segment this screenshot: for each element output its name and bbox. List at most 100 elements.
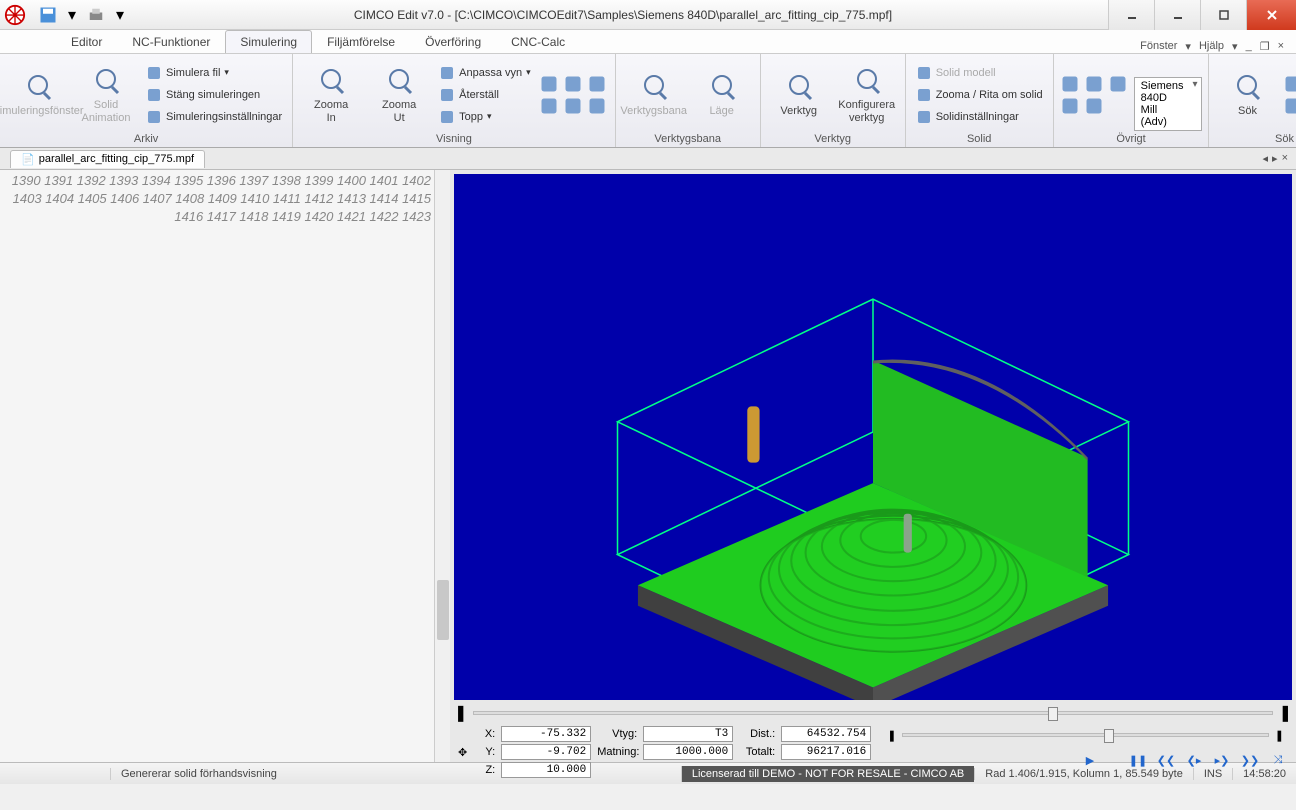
slider-start-icon[interactable]: ❚ [454, 703, 467, 723]
value-z: 10.000 [501, 762, 591, 778]
ribbon-toggle-icon[interactable] [587, 96, 607, 116]
zoom-out-icon [383, 65, 415, 97]
chevron-down-icon[interactable]: ▾ [224, 67, 229, 78]
solid-anim-icon [90, 65, 122, 97]
print-icon[interactable] [86, 5, 106, 25]
play-file-icon [146, 65, 162, 81]
minimize-button[interactable] [1154, 0, 1200, 30]
document-tab[interactable]: 📄 parallel_arc_fitting_cip_775.mpf [10, 150, 205, 168]
ribbon-group-label: Övrigt [1060, 131, 1203, 145]
mdi-minimize-icon[interactable]: _ [1246, 40, 1252, 53]
speed-track[interactable] [902, 733, 1268, 737]
label-matning: Matning: [597, 746, 637, 758]
ribbon-toggle-icon[interactable] [1084, 96, 1104, 116]
ribbon-item-play-file[interactable]: Simulera fil ▾ [142, 63, 286, 83]
ribbon-group-label: Sök [1215, 131, 1296, 145]
ribbon-tab[interactable]: Simulering [225, 30, 312, 53]
tab-next-icon[interactable]: ▸ [1272, 152, 1278, 165]
chevron-down-icon[interactable]: ▾ [1185, 40, 1191, 53]
ribbon-toggle-icon[interactable] [1060, 74, 1080, 94]
qat-dropdown-icon[interactable]: ▾ [110, 5, 130, 25]
ribbon-button-label: Simuleringsfönster [0, 105, 84, 117]
save-icon[interactable] [38, 5, 58, 25]
ribbon-item-sim-settings[interactable]: Simuleringsinställningar [142, 107, 286, 127]
ribbon-toggle-icon[interactable] [1060, 96, 1080, 116]
ribbon-toggle-icon[interactable] [539, 74, 559, 94]
ribbon-item-solid-settings[interactable]: Solidinställningar [912, 107, 1047, 127]
ribbon-tab[interactable]: NC-Funktioner [117, 30, 225, 53]
window-title: CIMCO Edit v7.0 - [C:\CIMCO\CIMCOEdit7\S… [138, 8, 1108, 22]
speed-start-icon[interactable]: ❚ [887, 729, 896, 742]
menu-help[interactable]: Hjälp [1199, 40, 1224, 53]
ribbon-toggle-icon[interactable] [1283, 74, 1296, 94]
simulation-slider: ❚ ❚ [450, 704, 1296, 722]
qat-dropdown-icon[interactable]: ▾ [62, 5, 82, 25]
minimize-button[interactable] [1108, 0, 1154, 30]
ribbon-toggle-icon[interactable] [1084, 74, 1104, 94]
close-button[interactable] [1246, 0, 1296, 30]
ribbon-item-top-view[interactable]: Topp ▾ [435, 107, 535, 127]
label-y: Y: [479, 746, 495, 758]
status-message: Genererar solid förhandsvisning [110, 768, 287, 780]
reset-icon [439, 87, 455, 103]
menu-window[interactable]: Fönster [1140, 40, 1177, 53]
ribbon-tab[interactable]: Överföring [410, 30, 496, 53]
chevron-down-icon[interactable]: ▾ [526, 67, 531, 78]
ribbon-item-zoom-solid[interactable]: Zooma / Rita om solid [912, 85, 1047, 105]
ribbon-tab[interactable]: CNC-Calc [496, 30, 580, 53]
tab-close-icon[interactable]: × [1282, 152, 1288, 165]
ribbon-button-search[interactable]: Sök [1215, 58, 1279, 131]
top-view-icon [439, 109, 455, 125]
chevron-down-icon[interactable]: ▾ [487, 111, 492, 122]
ribbon-tab[interactable]: Filjämförelse [312, 30, 410, 53]
maximize-button[interactable] [1200, 0, 1246, 30]
3d-viewport[interactable] [454, 174, 1292, 700]
code-editor[interactable]: 1390 1391 1392 1393 1394 1395 1396 1397 … [0, 170, 450, 762]
ribbon-button-tool-config[interactable]: Konfigurera verktyg [835, 58, 899, 131]
ribbon-toggle-icon[interactable] [1283, 96, 1296, 116]
slider-thumb[interactable] [1048, 707, 1058, 721]
value-y: -9.702 [501, 744, 591, 760]
ribbon-group-label: Arkiv [6, 131, 286, 145]
slider-track[interactable] [473, 711, 1272, 715]
ribbon-toggle-icon[interactable] [539, 96, 559, 116]
document-tabs: 📄 parallel_arc_fitting_cip_775.mpf ◂ ▸ × [0, 148, 1296, 170]
chevron-down-icon[interactable]: ▾ [1232, 40, 1238, 53]
value-x: -75.332 [501, 726, 591, 742]
machine-select[interactable]: Siemens 840D Mill (Adv) [1134, 77, 1203, 131]
ribbon-button-zoom-in[interactable]: Zooma In [299, 58, 363, 131]
ribbon-button-tool[interactable]: Verktyg [767, 58, 831, 131]
ribbon-toggle-icon[interactable] [1108, 74, 1128, 94]
mdi-restore-icon[interactable]: ❐ [1260, 40, 1270, 53]
ribbon-button-label: Konfigurera verktyg [838, 99, 895, 123]
solid-model-icon [916, 65, 932, 81]
ribbon-item-stop-sim[interactable]: Stäng simuleringen [142, 85, 286, 105]
ribbon-tab[interactable]: Editor [56, 30, 117, 53]
status-license: Licenserad till DEMO - NOT FOR RESALE - … [681, 766, 974, 782]
file-icon: 📄 [21, 153, 35, 166]
ribbon-button-zoom-out[interactable]: Zooma Ut [367, 58, 431, 131]
ribbon-tabs: EditorNC-FunktionerSimuleringFiljämförel… [0, 30, 1296, 54]
ribbon-button-toolpath: Verktygsbana [622, 58, 686, 131]
app-icon [0, 0, 30, 30]
label-dist: Dist.: [739, 728, 775, 740]
toolpath-icon [638, 71, 670, 103]
ribbon-button-label: Solid Animation [82, 99, 131, 123]
ribbon-item-label: Zooma / Rita om solid [936, 89, 1043, 101]
ribbon-toggle-icon[interactable] [563, 74, 583, 94]
scrollbar-thumb[interactable] [437, 580, 449, 640]
speed-end-icon[interactable]: ❚ [1275, 729, 1284, 742]
editor-scrollbar[interactable] [434, 170, 450, 762]
speed-thumb[interactable] [1104, 729, 1114, 743]
tab-prev-icon[interactable]: ◂ [1263, 152, 1269, 165]
value-vtyg: T3 [643, 726, 733, 742]
ribbon-item-fit-view[interactable]: Anpassa vyn ▾ [435, 63, 535, 83]
mdi-close-icon[interactable]: × [1278, 40, 1284, 53]
ribbon-item-reset[interactable]: Återställ [435, 85, 535, 105]
zoom-in-icon [315, 65, 347, 97]
slider-end-icon[interactable]: ❚ [1279, 703, 1292, 723]
ribbon-toggle-icon[interactable] [563, 96, 583, 116]
ribbon-toggle-icon[interactable] [587, 74, 607, 94]
coord-origin-icon[interactable]: ✥ [458, 746, 467, 759]
ribbon-button-label: Läge [709, 105, 733, 117]
